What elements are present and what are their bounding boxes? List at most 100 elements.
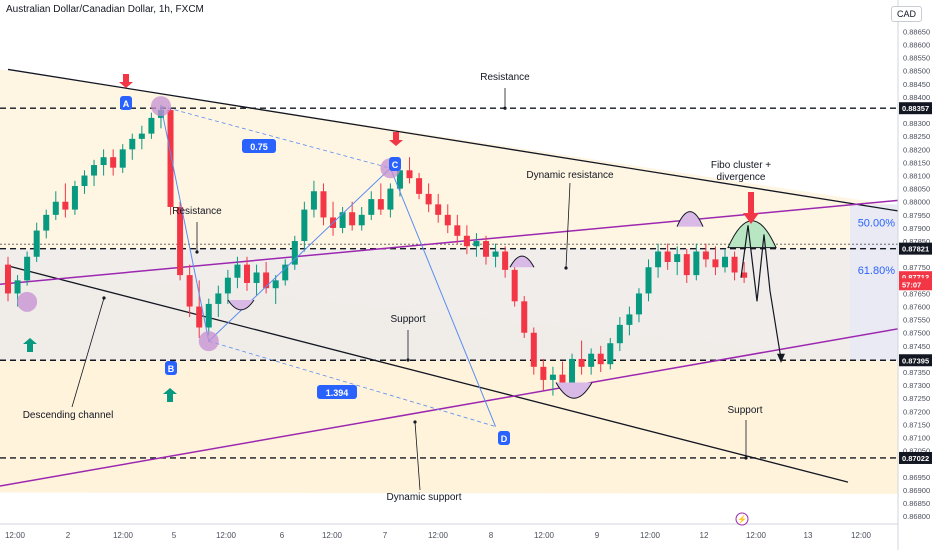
price-tag	[899, 102, 932, 115]
candle-body	[52, 201, 59, 215]
y-tick-label: 0.86900	[903, 486, 930, 495]
dynamic-resistance-pointer	[565, 182, 571, 269]
fibo-cluster-arc	[727, 220, 777, 249]
y-tick-label: 0.87950	[903, 211, 930, 220]
candle-body	[454, 225, 461, 236]
x-tick-label: 13	[804, 531, 813, 540]
candle-body	[138, 133, 145, 139]
candle-body	[492, 251, 499, 257]
channel-upper-line	[7, 68, 899, 212]
candle-body	[741, 272, 748, 278]
candle-body	[597, 353, 604, 365]
candle-body	[674, 254, 681, 262]
sell-arrow-c	[389, 132, 403, 146]
candle-body	[616, 324, 623, 344]
bottom-arc	[555, 382, 593, 399]
support-pointer-right-tip	[744, 456, 748, 460]
candle-body	[473, 241, 480, 247]
candle-body	[167, 110, 174, 207]
touch-marker	[17, 291, 38, 312]
y-tick-label: 0.87850	[903, 237, 930, 246]
x-tick-label: 12:00	[851, 531, 872, 540]
candle-body	[559, 374, 566, 383]
candle-body	[91, 165, 98, 176]
resistance-pointer-top-tip	[503, 106, 507, 110]
ratio-badge-text: 1.394	[326, 388, 349, 398]
candle-body	[215, 293, 222, 304]
y-tick-label: 0.88300	[903, 119, 930, 128]
candle-body	[33, 230, 40, 257]
candle-body	[358, 214, 365, 226]
candle-body	[578, 358, 585, 367]
candle-body	[483, 241, 489, 257]
ratio-badge	[242, 139, 276, 153]
y-tick-label: 0.87550	[903, 316, 930, 325]
fib-zone	[850, 204, 898, 361]
y-tick-label: 0.88650	[903, 27, 930, 36]
candle-body	[664, 251, 671, 262]
event-icon-glyph: ⚡	[737, 514, 747, 524]
candle-body	[339, 212, 346, 228]
currency-button[interactable]: CAD	[890, 6, 922, 22]
projection-path	[740, 225, 782, 360]
price-tag	[899, 278, 932, 291]
candle-body	[530, 332, 537, 367]
abcd-point-badge	[498, 431, 510, 445]
candle-body	[588, 353, 595, 367]
candle-body	[81, 175, 88, 187]
fib-level-label: 50.00%	[858, 218, 896, 230]
candle-body	[683, 254, 690, 276]
candle-body	[177, 206, 184, 276]
candle-body	[655, 251, 662, 268]
y-tick-label: 0.87150	[903, 420, 930, 429]
candle-body	[626, 314, 633, 325]
candle-body	[549, 374, 556, 380]
x-tick-label: 12:00	[113, 531, 134, 540]
projection-arrowhead	[777, 353, 785, 363]
candle-body	[291, 241, 298, 265]
top-arc	[676, 211, 704, 227]
abcd-point-badge	[165, 361, 177, 375]
candle-body	[511, 269, 518, 302]
candle-body	[263, 272, 270, 289]
annotation-label: Resistance	[480, 72, 530, 83]
dynamic-support-pointer-tip	[413, 420, 417, 424]
x-tick-label: 12:00	[640, 531, 661, 540]
candle-body	[521, 301, 528, 333]
abcd-point-badge	[120, 96, 132, 110]
touch-marker	[198, 331, 219, 352]
y-tick-label: 0.88100	[903, 172, 930, 181]
y-tick-label: 0.88050	[903, 185, 930, 194]
candle-body	[234, 264, 241, 278]
buy-arrow-start	[23, 338, 37, 352]
candle-body	[645, 267, 652, 294]
channel-pointer	[71, 297, 105, 408]
candle-body	[24, 256, 31, 281]
x-tick-label: 9	[595, 531, 600, 540]
y-tick-label: 0.88400	[903, 93, 930, 102]
price-tag	[899, 451, 932, 464]
candle-body	[186, 275, 193, 307]
abcd-ratio-bd	[208, 340, 496, 427]
y-tick-label: 0.87100	[903, 434, 930, 443]
price-tag-text: 0.87712	[902, 273, 929, 282]
candle-body	[540, 366, 547, 380]
support-pointer-mid-tip	[406, 358, 410, 362]
candle-body	[693, 251, 700, 276]
candle-body	[14, 280, 21, 294]
resistance-pointer-mid-tip	[195, 250, 199, 254]
y-tick-label: 0.88250	[903, 132, 930, 141]
x-tick-label: 5	[172, 531, 177, 540]
y-tick-label: 0.87050	[903, 447, 930, 456]
y-tick-label: 0.87600	[903, 303, 930, 312]
x-tick-label: 12:00	[534, 531, 555, 540]
y-tick-label: 0.87750	[903, 263, 930, 272]
dynamic-support-line	[0, 328, 899, 487]
sell-arrow-a	[119, 74, 133, 88]
candle-body	[502, 251, 509, 270]
y-tick-label: 0.88000	[903, 198, 930, 207]
candle-body	[435, 204, 442, 215]
candle-body	[722, 256, 728, 268]
